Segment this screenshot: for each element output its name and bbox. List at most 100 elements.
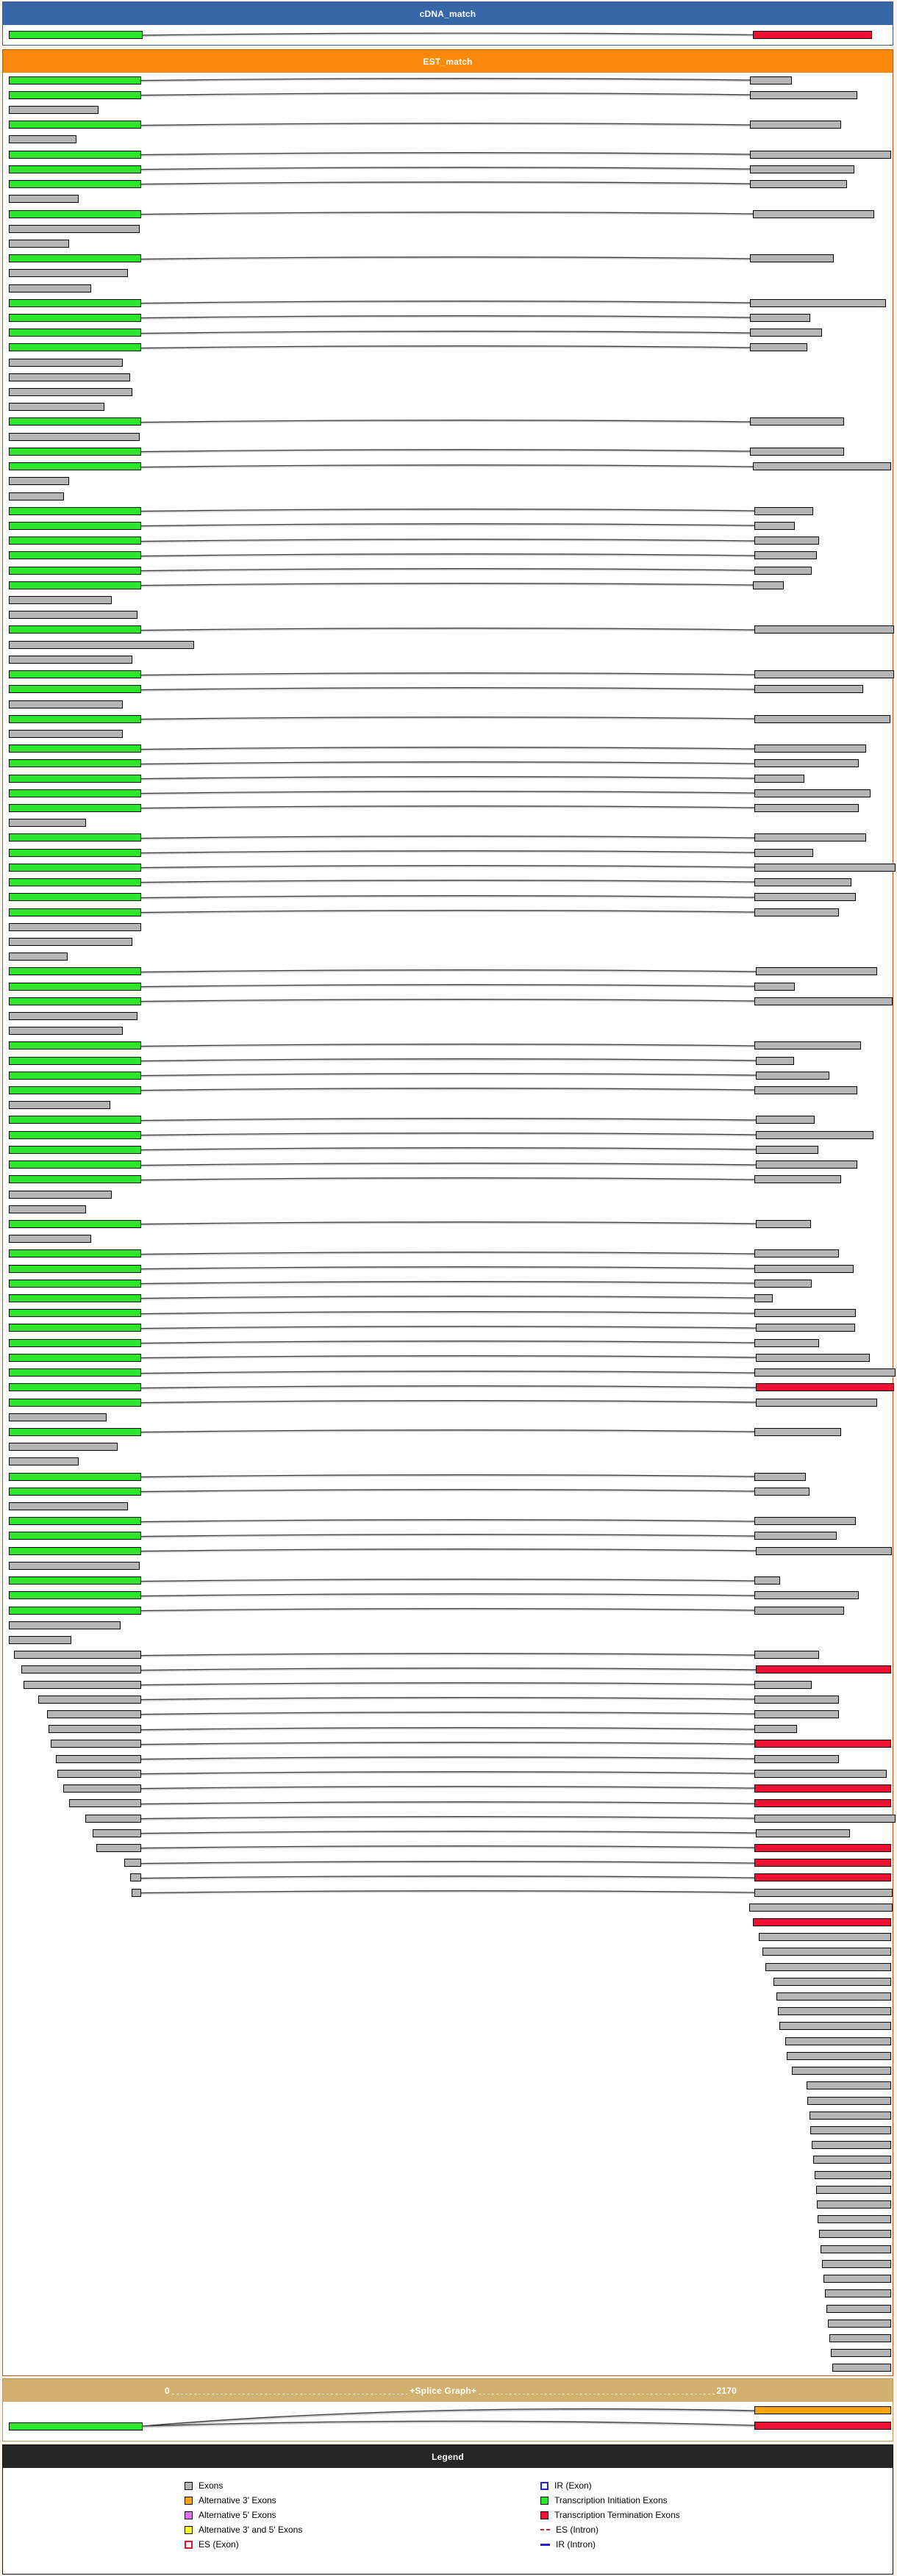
exon-box[interactable] (832, 2364, 891, 2372)
transcription-initiation-exon-box[interactable] (9, 1324, 141, 1332)
exon-box[interactable] (9, 1012, 137, 1020)
transcription-termination-exon-box[interactable] (756, 1383, 894, 1392)
exon-box[interactable] (9, 195, 79, 204)
exon-box[interactable] (9, 819, 86, 828)
exon-box[interactable] (14, 1651, 141, 1660)
exon-box[interactable] (754, 982, 795, 991)
transcription-termination-exon-box[interactable] (753, 1917, 891, 1926)
exon-box[interactable] (756, 1219, 811, 1228)
exon-box[interactable] (754, 1175, 841, 1184)
transcription-termination-exon-box[interactable] (754, 1859, 891, 1868)
exon-box[interactable] (754, 997, 893, 1005)
exon-box[interactable] (749, 1903, 893, 1912)
transcription-initiation-exon-box[interactable] (9, 1294, 141, 1303)
exon-box[interactable] (754, 670, 894, 679)
exon-box[interactable] (778, 2007, 891, 2016)
transcription-initiation-exon-box[interactable] (9, 1160, 141, 1169)
transcription-initiation-exon-box[interactable] (9, 625, 141, 634)
exon-box[interactable] (9, 239, 69, 248)
exon-box[interactable] (831, 2349, 891, 2358)
alternative-3prime-exon-box[interactable] (754, 2406, 891, 2414)
transcription-initiation-exon-box[interactable] (9, 1591, 141, 1600)
exon-box[interactable] (815, 2170, 891, 2179)
exon-box[interactable] (754, 893, 856, 902)
transcription-initiation-exon-box[interactable] (9, 521, 141, 530)
exon-box[interactable] (753, 462, 891, 471)
transcription-initiation-exon-box[interactable] (9, 714, 141, 723)
exon-box[interactable] (818, 2215, 891, 2224)
transcription-initiation-exon-box[interactable] (9, 1546, 141, 1555)
transcription-initiation-exon-box[interactable] (9, 1353, 141, 1362)
exon-box[interactable] (812, 2141, 891, 2150)
exon-box[interactable] (754, 1591, 859, 1600)
exon-box[interactable] (750, 180, 847, 189)
exon-box[interactable] (132, 1888, 141, 1897)
exon-box[interactable] (9, 284, 91, 293)
transcription-initiation-exon-box[interactable] (9, 537, 141, 545)
exon-box[interactable] (754, 1888, 893, 1897)
exon-box[interactable] (773, 1977, 891, 1986)
exon-box[interactable] (750, 447, 844, 456)
exon-box[interactable] (807, 2081, 891, 2090)
transcription-initiation-exon-box[interactable] (9, 2422, 143, 2430)
transcription-initiation-exon-box[interactable] (9, 1368, 141, 1377)
transcription-initiation-exon-box[interactable] (9, 1338, 141, 1347)
exon-box[interactable] (9, 1457, 79, 1466)
transcription-initiation-exon-box[interactable] (9, 833, 141, 842)
exon-box[interactable] (779, 2022, 891, 2031)
exon-box[interactable] (756, 1116, 815, 1124)
exon-box[interactable] (754, 1264, 854, 1273)
transcription-initiation-exon-box[interactable] (9, 908, 141, 916)
exon-box[interactable] (823, 2275, 891, 2283)
exon-box[interactable] (753, 209, 874, 218)
exon-box[interactable] (817, 2200, 891, 2209)
exon-box[interactable] (9, 952, 68, 961)
exon-box[interactable] (810, 2125, 891, 2134)
exon-box[interactable] (9, 640, 194, 649)
transcription-initiation-exon-box[interactable] (9, 462, 141, 471)
exon-box[interactable] (750, 165, 854, 173)
exon-box[interactable] (754, 1041, 861, 1050)
exon-box[interactable] (756, 1398, 877, 1407)
exon-box[interactable] (9, 1413, 107, 1421)
exon-box[interactable] (9, 388, 132, 397)
exon-box[interactable] (754, 1368, 896, 1377)
transcription-initiation-exon-box[interactable] (9, 982, 141, 991)
transcription-initiation-exon-box[interactable] (9, 863, 141, 872)
exon-box[interactable] (826, 2304, 891, 2313)
exon-box[interactable] (754, 506, 813, 515)
exon-box[interactable] (9, 1027, 123, 1036)
exon-box[interactable] (9, 1190, 112, 1199)
transcription-initiation-exon-box[interactable] (9, 76, 141, 85)
exon-box[interactable] (756, 1353, 870, 1362)
exon-box[interactable] (821, 2245, 891, 2253)
transcription-initiation-exon-box[interactable] (9, 1383, 141, 1392)
exon-box[interactable] (785, 2037, 891, 2045)
exon-box[interactable] (754, 1294, 773, 1303)
transcription-initiation-exon-box[interactable] (9, 343, 141, 352)
transcription-initiation-exon-box[interactable] (9, 1487, 141, 1496)
transcription-termination-exon-box[interactable] (754, 2422, 891, 2430)
exon-box[interactable] (756, 1130, 873, 1139)
transcription-initiation-exon-box[interactable] (9, 1130, 141, 1139)
exon-box[interactable] (754, 774, 804, 783)
exon-box[interactable] (9, 700, 123, 708)
exon-box[interactable] (9, 611, 137, 620)
transcription-initiation-exon-box[interactable] (9, 506, 141, 515)
exon-box[interactable] (754, 789, 871, 797)
transcription-initiation-exon-box[interactable] (9, 150, 141, 159)
exon-box[interactable] (38, 1695, 141, 1704)
exon-box[interactable] (813, 2156, 891, 2164)
exon-box[interactable] (754, 1338, 819, 1347)
transcription-initiation-exon-box[interactable] (9, 180, 141, 189)
exon-box[interactable] (754, 1532, 837, 1540)
exon-box[interactable] (756, 1145, 818, 1154)
exon-box[interactable] (9, 492, 64, 501)
transcription-initiation-exon-box[interactable] (9, 1472, 141, 1481)
exon-box[interactable] (9, 1101, 110, 1110)
transcription-initiation-exon-box[interactable] (9, 804, 141, 813)
exon-box[interactable] (9, 135, 76, 144)
exon-box[interactable] (754, 745, 866, 753)
exon-box[interactable] (9, 106, 99, 115)
exon-box[interactable] (754, 759, 859, 768)
